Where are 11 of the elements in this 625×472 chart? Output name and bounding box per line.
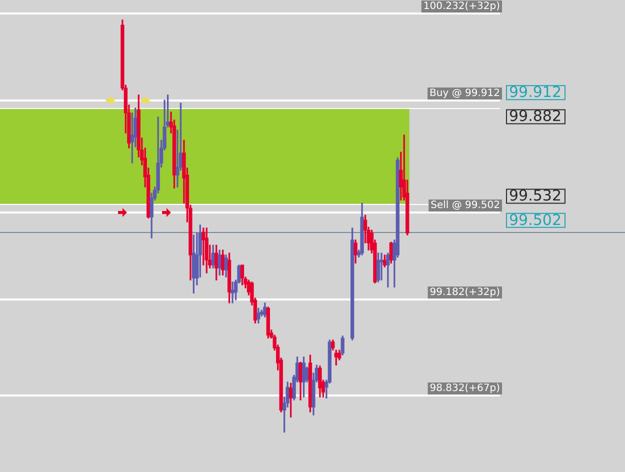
ref-line-label: Buy @ 99.912 — [430, 88, 500, 100]
candlestick — [380, 252, 384, 280]
candlestick — [230, 282, 234, 304]
text: 99.502 — [509, 210, 562, 229]
text: 99.532 — [509, 186, 562, 205]
ref-line-label: 100.232(+32p) — [423, 1, 500, 12]
ref-line-label: 99.182(+32p) — [430, 287, 500, 298]
ref-line-label: 98.832(+67p) — [430, 383, 500, 394]
text: 99.912 — [509, 82, 562, 101]
text: 99.882 — [509, 107, 562, 126]
ref-line-label: Sell @ 99.502 — [430, 200, 500, 212]
